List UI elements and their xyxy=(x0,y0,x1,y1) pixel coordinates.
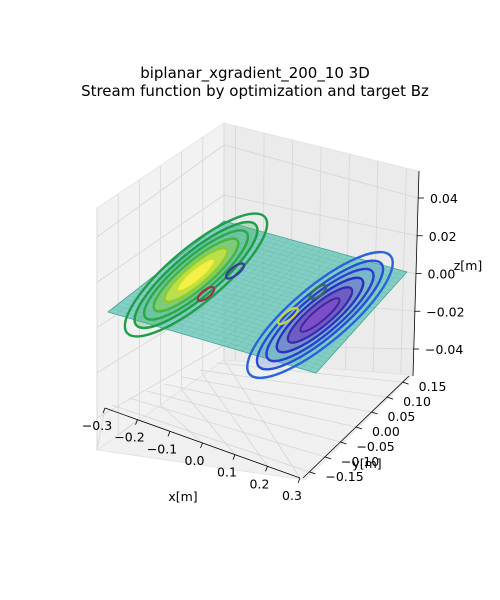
y-grid-line xyxy=(129,397,326,458)
grid-lines xyxy=(96,123,419,479)
z-axis-label: z[m] xyxy=(454,258,483,273)
contour-small-2 xyxy=(196,285,216,303)
y-grid-line xyxy=(164,383,357,428)
contour-positive-1 xyxy=(123,212,269,338)
chart-title-line2: Stream function by optimization and targ… xyxy=(81,82,429,100)
x-tick xyxy=(167,431,171,437)
y-tick xyxy=(402,381,409,385)
surface-mesh-line xyxy=(234,251,336,350)
surface-mesh-line xyxy=(223,220,408,273)
x-tick-label: 0.3 xyxy=(282,488,302,503)
x-tick xyxy=(102,407,106,414)
x-tick-label: −0.1 xyxy=(147,441,177,456)
y-tick xyxy=(386,396,394,400)
x-grid-line xyxy=(160,404,203,444)
x-tick-label: −0.2 xyxy=(114,430,144,445)
x-tick-label: 0.0 xyxy=(185,453,205,468)
contour-small-3 xyxy=(308,283,328,301)
negative-lobe-contours xyxy=(246,250,394,380)
x-tick-label: 0.1 xyxy=(217,465,237,480)
z-tick-label: −0.04 xyxy=(425,342,463,357)
z-grid-right-wall-line xyxy=(223,194,417,237)
positive-lobe-contours xyxy=(123,212,269,338)
contour-negative-6 xyxy=(299,297,341,333)
x-tick xyxy=(135,419,138,425)
y-tick-label: 0.00 xyxy=(372,424,400,439)
z-tick-label: 0.02 xyxy=(429,229,457,244)
z-tick-label: −0.02 xyxy=(426,304,464,319)
y-tick-label: −0.15 xyxy=(325,469,363,484)
y-tick xyxy=(309,471,316,475)
surface-mesh-line xyxy=(159,233,270,328)
axis-ticks: −0.3−0.2−0.10.00.10.20.3−0.15−0.10−0.050… xyxy=(82,191,465,503)
contour-positive-6 xyxy=(176,257,216,293)
contour-small-1 xyxy=(224,262,246,280)
y-grid-line xyxy=(112,404,310,473)
y-tick xyxy=(371,411,378,415)
z-tick-label: 0.04 xyxy=(430,191,458,206)
y-tick xyxy=(340,441,347,445)
x-grid-line xyxy=(202,374,268,467)
y-tick-label: 0.10 xyxy=(403,394,431,409)
x-grid-line xyxy=(117,419,138,436)
x-tick xyxy=(232,454,236,460)
z-tick-label: 0.00 xyxy=(428,267,456,282)
y-grid-line xyxy=(199,369,388,398)
y-tick-label: 0.15 xyxy=(419,379,447,394)
surface-mesh-line xyxy=(211,230,398,284)
x-tick xyxy=(200,442,203,449)
y-axis-label: y[m] xyxy=(352,456,381,471)
z-grid-left-wall-line xyxy=(96,344,225,419)
surface-mesh-line xyxy=(182,239,290,334)
surface-mesh-line xyxy=(120,302,326,363)
y-tick xyxy=(355,426,363,430)
surface-mesh-line xyxy=(107,311,317,374)
surface-mesh-line xyxy=(219,248,323,345)
surface-mesh-line xyxy=(115,222,231,315)
x-grid-line xyxy=(223,359,301,479)
x-grid-line xyxy=(96,407,106,451)
y-tick-label: −0.05 xyxy=(356,439,394,454)
surface-mesh-line xyxy=(211,246,316,343)
x-tick-label: 0.2 xyxy=(250,476,270,491)
surface-mesh-line xyxy=(196,242,303,339)
surface-mesh-line xyxy=(226,249,329,348)
z-grid-left-wall-line xyxy=(96,194,225,283)
contour-small-4 xyxy=(277,306,299,326)
surface-mesh-line xyxy=(219,224,404,276)
x-tick-label: −0.3 xyxy=(82,418,112,433)
x-tick xyxy=(297,477,301,484)
surface-mesh-line xyxy=(204,244,310,341)
y-tick-label: −0.10 xyxy=(341,454,379,469)
surface-mesh-line xyxy=(315,271,408,374)
y-grid-line xyxy=(146,390,341,443)
z-grid-left-wall-line xyxy=(96,144,225,238)
z-grid-right-wall-line xyxy=(223,144,419,199)
y-tick xyxy=(324,456,332,460)
contour-negative-3 xyxy=(265,267,375,363)
x-axis-label: x[m] xyxy=(168,489,197,504)
contour-negative-1 xyxy=(246,250,394,380)
chart-title-line1: biplanar_xgradient_200_10 3D xyxy=(140,64,370,83)
y-tick-label: 0.05 xyxy=(388,409,416,424)
y-grid-line xyxy=(181,376,372,413)
x-tick xyxy=(265,466,268,472)
surface-mesh-line xyxy=(174,237,283,332)
surface-mesh-line xyxy=(189,240,297,337)
surface-mesh-line xyxy=(116,305,323,367)
